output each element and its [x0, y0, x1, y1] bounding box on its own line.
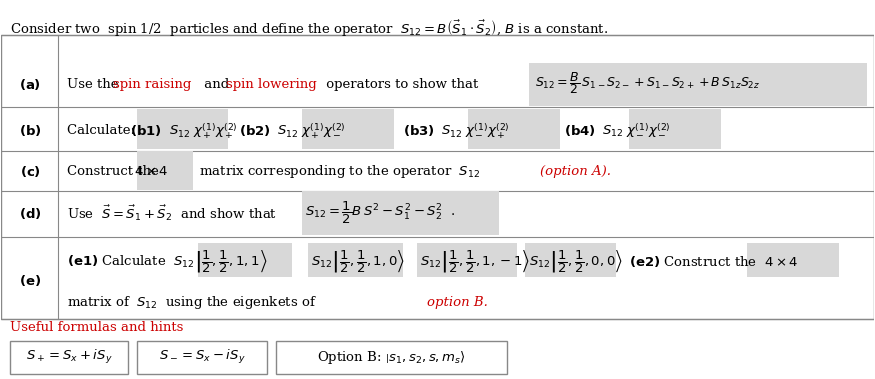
Bar — [629, 109, 721, 149]
Text: Construct the: Construct the — [66, 164, 163, 178]
Text: $\mathbf{(c)}$: $\mathbf{(c)}$ — [20, 164, 40, 179]
Text: $S_{12}\left|\dfrac{1}{2},\dfrac{1}{2},1,0\right\rangle$: $S_{12}\left|\dfrac{1}{2},\dfrac{1}{2},1… — [311, 248, 405, 275]
Text: option B.: option B. — [427, 296, 488, 309]
Text: (option A).: (option A). — [540, 164, 611, 178]
Text: matrix of  $S_{12}$  using the eigenkets of: matrix of $S_{12}$ using the eigenkets o… — [66, 294, 317, 311]
Bar — [10, 341, 128, 374]
Text: Useful formulas and hints: Useful formulas and hints — [10, 321, 184, 334]
Text: spin lowering: spin lowering — [227, 78, 317, 91]
Text: $\mathbf{(e)}$: $\mathbf{(e)}$ — [19, 273, 41, 288]
Text: $\mathbf{(a)}$: $\mathbf{(a)}$ — [19, 77, 41, 92]
Text: $S_{12}\;\chi_-^{(1)}\chi_+^{(2)}$: $S_{12}\;\chi_-^{(1)}\chi_+^{(2)}$ — [441, 121, 510, 141]
Text: $\mathbf{(b3)}$: $\mathbf{(b3)}$ — [402, 123, 434, 138]
Text: Calculate:: Calculate: — [66, 124, 139, 137]
Bar — [302, 191, 499, 235]
Text: Consider two  spin 1/2  particles and define the operator  $S_{12}=B\left(\vec{S: Consider two spin 1/2 particles and defi… — [10, 18, 608, 39]
Text: $S_{12}\;\chi_+^{(1)}\chi_-^{(2)}$: $S_{12}\;\chi_+^{(1)}\chi_-^{(2)}$ — [277, 121, 346, 141]
Text: $S_{12}=\dfrac{B}{2}\,S_{1-}S_{2-}+S_{1-}S_{2+}+B\,S_{1z}S_{2z}$: $S_{12}=\dfrac{B}{2}\,S_{1-}S_{2-}+S_{1-… — [536, 70, 760, 96]
Text: Option B: $\left|s_1,s_2,s,m_s\right\rangle$: Option B: $\left|s_1,s_2,s,m_s\right\ran… — [318, 349, 466, 366]
Text: $S_-=S_x-iS_y$: $S_-=S_x-iS_y$ — [158, 348, 245, 366]
Text: $\mathbf{(e2)}$ Construct the  $4\times4$: $\mathbf{(e2)}$ Construct the $4\times4$ — [629, 254, 799, 269]
Bar — [198, 243, 292, 277]
Text: $\mathbf{(b4)}$: $\mathbf{(b4)}$ — [564, 123, 596, 138]
Bar — [136, 109, 228, 149]
Text: Use  $\vec{S}=\vec{S}_1+\vec{S}_2$  and show that: Use $\vec{S}=\vec{S}_1+\vec{S}_2$ and sh… — [66, 204, 277, 223]
Bar — [136, 341, 268, 374]
Text: and: and — [200, 78, 234, 91]
Text: $S_{12}\;\chi_+^{(1)}\chi_+^{(2)}$: $S_{12}\;\chi_+^{(1)}\chi_+^{(2)}$ — [169, 121, 238, 141]
Bar — [276, 341, 508, 374]
Text: Use the: Use the — [66, 78, 123, 91]
Bar — [416, 243, 517, 277]
Text: $\mathbf{(b2)}$: $\mathbf{(b2)}$ — [239, 123, 270, 138]
Bar — [308, 243, 402, 277]
Text: $\mathbf{(e1)}$ Calculate  $S_{12}\left|\dfrac{1}{2},\dfrac{1}{2},1,1\right\rang: $\mathbf{(e1)}$ Calculate $S_{12}\left|\… — [66, 248, 267, 275]
Bar — [2, 35, 873, 319]
Bar — [529, 63, 866, 106]
Text: $\mathbf{(d)}$: $\mathbf{(d)}$ — [19, 206, 41, 221]
Bar — [468, 109, 560, 149]
Text: $S_{12}\left|\dfrac{1}{2},\dfrac{1}{2},1,-1\right\rangle$: $S_{12}\left|\dfrac{1}{2},\dfrac{1}{2},1… — [420, 248, 530, 275]
Text: $\mathbf{(b)}$: $\mathbf{(b)}$ — [19, 123, 41, 138]
Text: $S_{12}=\dfrac{1}{2}B\,S^2-S_1^2-S_2^2$  .: $S_{12}=\dfrac{1}{2}B\,S^2-S_1^2-S_2^2$ … — [304, 200, 456, 226]
Bar — [525, 243, 616, 277]
Text: matrix corresponding to the operator  $S_{12}$: matrix corresponding to the operator $S_… — [195, 163, 481, 180]
Text: $S_{12}\;\chi_-^{(1)}\chi_-^{(2)}$: $S_{12}\;\chi_-^{(1)}\chi_-^{(2)}$ — [602, 122, 671, 140]
Text: $S_+=S_x+iS_y$: $S_+=S_x+iS_y$ — [25, 348, 112, 366]
Text: $S_{12}\left|\dfrac{1}{2},\dfrac{1}{2},0,0\right\rangle$: $S_{12}\left|\dfrac{1}{2},\dfrac{1}{2},0… — [529, 248, 623, 275]
Text: spin raising: spin raising — [113, 78, 192, 91]
Text: $4\times4$: $4\times4$ — [134, 164, 169, 178]
Bar — [747, 243, 839, 277]
Bar — [136, 151, 193, 190]
Text: operators to show that: operators to show that — [322, 78, 479, 91]
Bar — [302, 109, 394, 149]
Text: $\mathbf{(b1)}$: $\mathbf{(b1)}$ — [130, 123, 162, 138]
